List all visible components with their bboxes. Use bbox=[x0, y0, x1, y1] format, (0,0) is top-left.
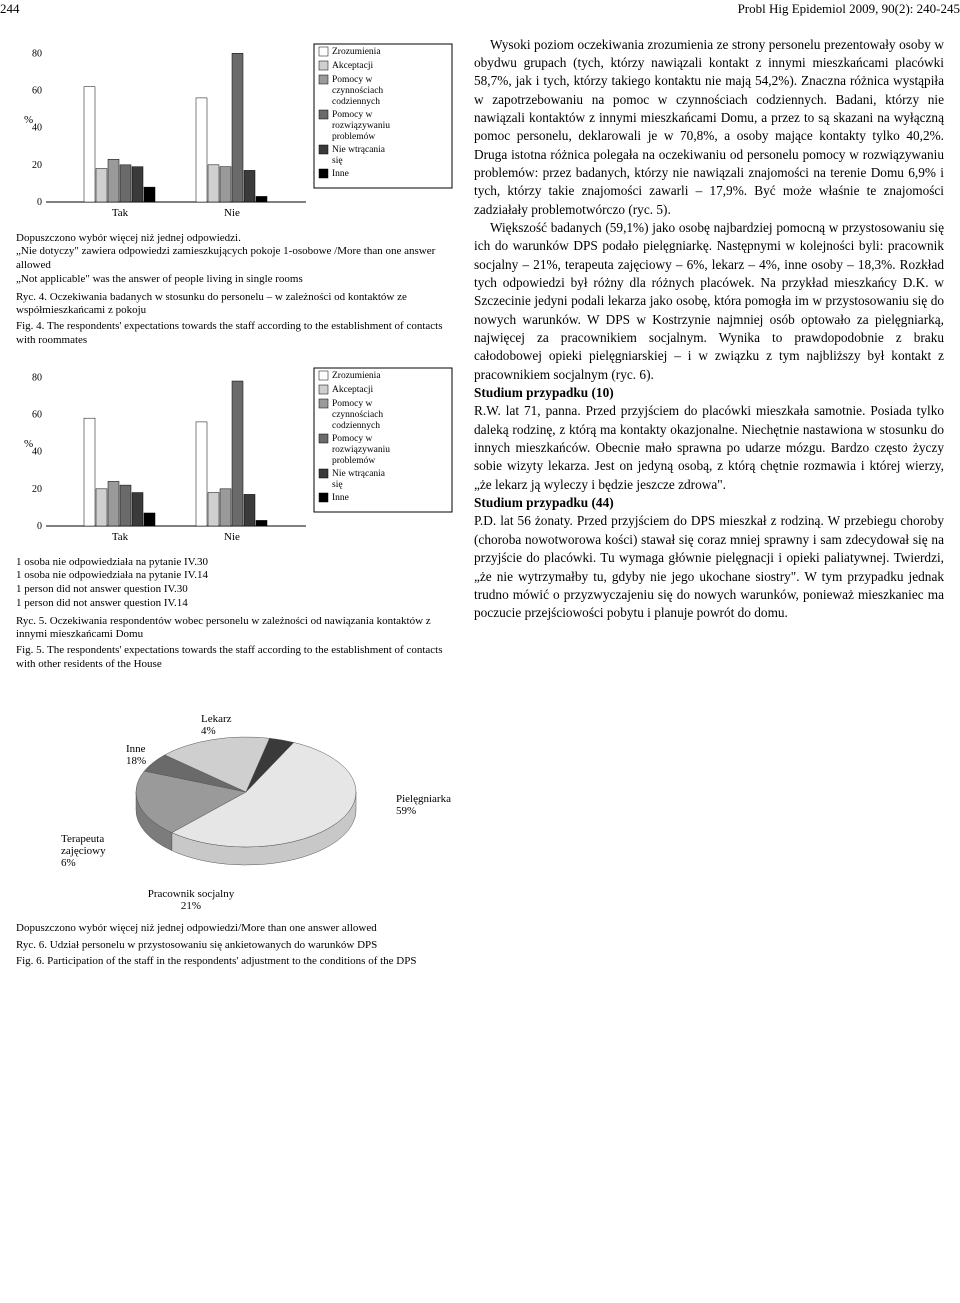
figure-5-chart: 0 20 40 60 80% Tak Nie Zrozumienia Akceptacji Pom… bbox=[16, 360, 456, 550]
svg-text:Lekarz: Lekarz bbox=[201, 713, 232, 725]
svg-text:20: 20 bbox=[32, 483, 42, 494]
svg-text:4%: 4% bbox=[201, 725, 216, 737]
svg-text:%: % bbox=[24, 438, 33, 450]
svg-text:Pomocy w: Pomocy w bbox=[332, 434, 373, 444]
svg-text:60: 60 bbox=[32, 85, 42, 96]
svg-text:%: % bbox=[24, 114, 33, 126]
fig5-caption-en: Fig. 5. The respondents' expectations to… bbox=[16, 644, 456, 672]
svg-text:60: 60 bbox=[32, 409, 42, 420]
svg-text:59%: 59% bbox=[396, 805, 416, 817]
svg-text:Tak: Tak bbox=[112, 531, 129, 543]
body-para-4: P.D. lat 56 żonaty. Przed przyjściem do … bbox=[474, 512, 944, 622]
svg-text:Akceptacji: Akceptacji bbox=[332, 61, 374, 71]
svg-text:Pomocy w: Pomocy w bbox=[332, 110, 373, 120]
fig5-note3: 1 person did not answer question IV.30 bbox=[16, 583, 456, 597]
svg-text:zajęciowy: zajęciowy bbox=[61, 845, 106, 857]
svg-text:Pielęgniarka: Pielęgniarka bbox=[396, 793, 451, 805]
svg-text:Nie wtrącania: Nie wtrącania bbox=[332, 469, 386, 479]
body-para-2: Większość badanych (59,1%) jako osobę na… bbox=[474, 219, 944, 384]
svg-text:czynnościach: czynnościach bbox=[332, 86, 383, 96]
svg-text:Nie: Nie bbox=[224, 207, 240, 219]
svg-text:Zrozumienia: Zrozumienia bbox=[332, 371, 381, 381]
svg-text:codziennych: codziennych bbox=[332, 97, 380, 107]
fig4-note: Dopuszczono wybór więcej niż jednej odpo… bbox=[16, 232, 456, 246]
svg-text:40: 40 bbox=[32, 446, 42, 457]
svg-text:problemów: problemów bbox=[332, 132, 375, 142]
fig5-note1: 1 osoba nie odpowiedziała na pytanie IV.… bbox=[16, 556, 456, 570]
svg-text:Pomocy w: Pomocy w bbox=[332, 75, 373, 85]
svg-text:0: 0 bbox=[37, 521, 42, 532]
fig6-caption-pl: Ryc. 6. Udział personelu w przystosowani… bbox=[16, 939, 456, 953]
svg-text:Zrozumienia: Zrozumienia bbox=[332, 47, 381, 57]
case-heading-10: Studium przypadku (10) bbox=[474, 384, 944, 402]
svg-text:80: 80 bbox=[32, 48, 42, 59]
fig4-note2: „Nie dotyczy" zawiera odpowiedzi zamiesz… bbox=[16, 245, 456, 273]
svg-text:się: się bbox=[332, 480, 343, 490]
svg-text:Pomocy w: Pomocy w bbox=[332, 399, 373, 409]
svg-text:się: się bbox=[332, 156, 343, 166]
fig5-caption-pl: Ryc. 5. Oczekiwania respondentów wobec p… bbox=[16, 615, 456, 643]
svg-text:21%: 21% bbox=[181, 900, 201, 912]
svg-text:rozwiązywaniu: rozwiązywaniu bbox=[332, 121, 390, 131]
svg-text:Terapeuta: Terapeuta bbox=[61, 833, 104, 845]
svg-text:Inne: Inne bbox=[332, 169, 349, 179]
fig6-note: Dopuszczono wybór więcej niż jednej odpo… bbox=[16, 922, 456, 936]
journal-ref: Probl Hig Epidemiol 2009, 90(2): 240-245 bbox=[738, 0, 960, 18]
svg-text:20: 20 bbox=[32, 159, 42, 170]
svg-text:0: 0 bbox=[37, 197, 42, 208]
svg-text:Nie: Nie bbox=[224, 531, 240, 543]
svg-text:Inne: Inne bbox=[332, 493, 349, 503]
svg-text:6%: 6% bbox=[61, 857, 76, 869]
svg-text:Nie wtrącania: Nie wtrącania bbox=[332, 145, 386, 155]
svg-text:Tak: Tak bbox=[112, 207, 129, 219]
fig6-caption-en: Fig. 6. Participation of the staff in th… bbox=[16, 955, 456, 969]
fig4-note3: „Not applicable" was the answer of peopl… bbox=[16, 273, 456, 287]
svg-text:czynnościach: czynnościach bbox=[332, 410, 383, 420]
svg-text:problemów: problemów bbox=[332, 456, 375, 466]
svg-text:40: 40 bbox=[32, 122, 42, 133]
figure-4-chart: 0 20 40 60 80% Tak Nie Zrozumienia Akceptacji Pom… bbox=[16, 36, 456, 226]
svg-text:Inne: Inne bbox=[126, 743, 146, 755]
fig5-note4: 1 person did not answer question IV.14 bbox=[16, 597, 456, 611]
svg-text:codziennych: codziennych bbox=[332, 421, 380, 431]
svg-text:18%: 18% bbox=[126, 755, 146, 767]
fig5-note2: 1 osoba nie odpowiedziała na pytanie IV.… bbox=[16, 569, 456, 583]
svg-text:Akceptacji: Akceptacji bbox=[332, 385, 374, 395]
fig4-caption-en: Fig. 4. The respondents' expectations to… bbox=[16, 320, 456, 348]
figure-6-pie: Pielęgniarka59% Pracownik socjalny21% Tera… bbox=[16, 682, 456, 916]
page-number: 244 bbox=[0, 0, 20, 18]
body-para-3: R.W. lat 71, panna. Przed przyjściem do … bbox=[474, 402, 944, 494]
fig4-caption-pl: Ryc. 4. Oczekiwania badanych w stosunku … bbox=[16, 291, 456, 319]
case-heading-44: Studium przypadku (44) bbox=[474, 494, 944, 512]
svg-text:80: 80 bbox=[32, 372, 42, 383]
body-para-1: Wysoki poziom oczekiwania zrozumienia ze… bbox=[474, 36, 944, 219]
svg-text:rozwiązywaniu: rozwiązywaniu bbox=[332, 445, 390, 455]
svg-text:Pracownik socjalny: Pracownik socjalny bbox=[148, 888, 235, 900]
